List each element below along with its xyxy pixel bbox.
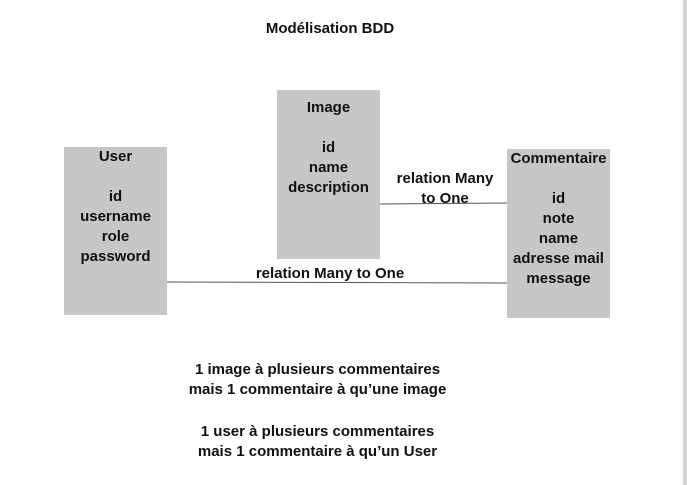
entity-user-name: User [98, 148, 133, 165]
diagram-title: Modélisation BDD [265, 20, 395, 37]
note-line: mais 1 commentaire à qu’une image [188, 381, 447, 398]
entity-user-fields: id username role password [64, 187, 167, 267]
entity-image-field: id [321, 139, 336, 156]
entity-user-field: id [108, 188, 123, 205]
entity-commentaire-field: message [526, 270, 591, 287]
relation-label-user-commentaire: relation Many to One [255, 265, 405, 282]
note-image-rule: 1 image à plusieurs commentaires mais 1 … [140, 360, 495, 400]
connector-user-commentaire [165, 281, 508, 284]
note-line: 1 user à plusieurs commentaires [200, 423, 435, 440]
entity-commentaire-field: adresse mail [513, 250, 604, 267]
relation-label-line: to One [421, 190, 469, 207]
canvas-right-border [683, 0, 687, 485]
entity-image-fields: id name description [277, 138, 380, 198]
entity-image-field: name [308, 159, 349, 176]
entity-commentaire-field: note [542, 210, 575, 227]
relation-label-line: relation Many [396, 170, 494, 187]
entity-commentaire-field: name [538, 230, 579, 247]
note-line: mais 1 commentaire à qu’un User [197, 443, 438, 460]
entity-user-field: username [80, 208, 151, 225]
entity-user-field: password [80, 248, 151, 265]
entity-image-field: description [288, 179, 369, 196]
entity-user: User id username role password [64, 147, 167, 315]
entity-user-field: role [101, 228, 130, 245]
note-line: 1 image à plusieurs commentaires [194, 361, 441, 378]
entity-commentaire: Commentaire id note name adresse mail me… [507, 149, 610, 318]
entity-image-name: Image [306, 99, 351, 116]
note-user-rule: 1 user à plusieurs commentaires mais 1 c… [140, 422, 495, 462]
entity-image: Image id name description [277, 90, 380, 259]
entity-commentaire-fields: id note name adresse mail message [507, 189, 610, 289]
relation-label-image-commentaire: relation Many to One [385, 169, 505, 209]
entity-commentaire-field: id [551, 190, 566, 207]
entity-commentaire-name: Commentaire [510, 150, 607, 167]
connector-image-commentaire [378, 202, 508, 205]
